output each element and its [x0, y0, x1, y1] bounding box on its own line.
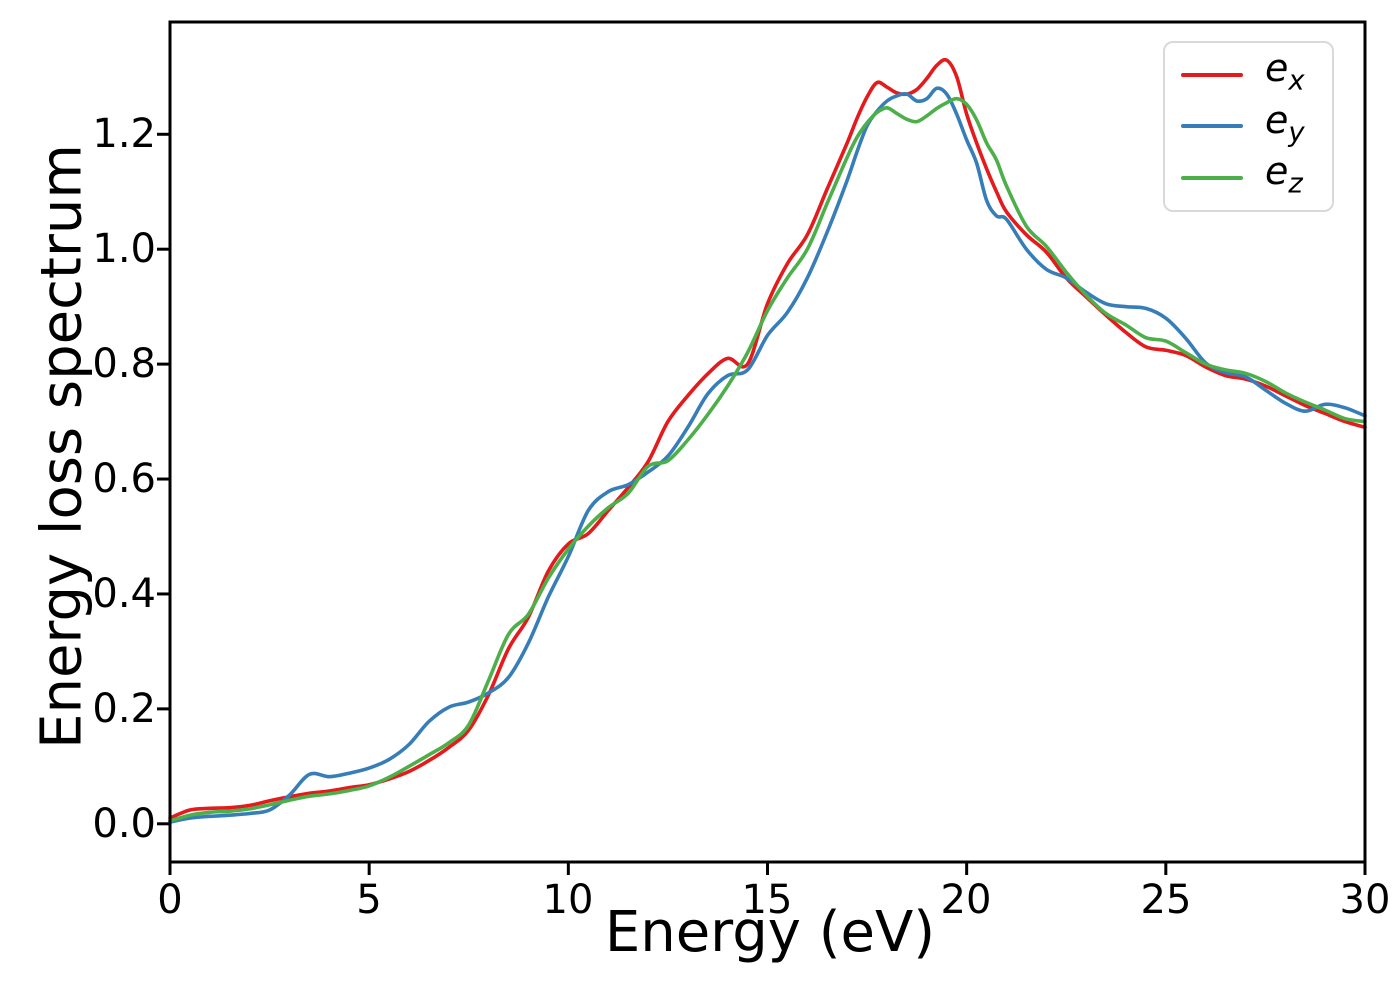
y-tick-label-0.0: 0.0 [92, 801, 156, 847]
y-tick-label-1.2: 1.2 [92, 111, 156, 157]
x-tick-label-20: 20 [940, 877, 992, 923]
x-axis-label: Energy (eV) [604, 900, 936, 965]
legend-line-swatch-ex [1181, 72, 1243, 77]
curves [168, 57, 1367, 824]
legend-label-ez: ez [1265, 149, 1303, 200]
x-tick-label-15: 15 [741, 877, 793, 923]
x-tick-label-30: 30 [1339, 877, 1391, 923]
legend-label-ex: ex [1265, 46, 1305, 97]
y-tick-label-0.6: 0.6 [92, 456, 156, 502]
curve-e_x [168, 57, 1367, 820]
legend-entry-ex: ex [1181, 46, 1332, 99]
curve-e_z [168, 96, 1367, 823]
legend-entry-ey: ey [1181, 97, 1332, 150]
x-tick-label-0: 0 [157, 877, 183, 923]
y-tick-label-0.4: 0.4 [92, 571, 156, 617]
legend-line-swatch-ey [1181, 124, 1243, 129]
y-tick-label-1.0: 1.0 [92, 226, 156, 272]
legend-entry-ez: ez [1181, 149, 1332, 202]
x-tick-label-5: 5 [356, 877, 382, 923]
legend-line-swatch-ez [1181, 176, 1243, 181]
y-axis-label: Energy loss spectrum [29, 144, 95, 749]
y-tick-label-0.2: 0.2 [92, 686, 156, 732]
curve-e_y [168, 86, 1367, 824]
tick-marks [157, 132, 1367, 875]
x-tick-label-10: 10 [542, 877, 594, 923]
legend: ex ey ez [1163, 41, 1334, 212]
plot-border [168, 20, 1367, 864]
y-tick-label-0.8: 0.8 [92, 341, 156, 387]
legend-label-ey: ey [1265, 97, 1305, 149]
x-tick-label-25: 25 [1140, 877, 1192, 923]
